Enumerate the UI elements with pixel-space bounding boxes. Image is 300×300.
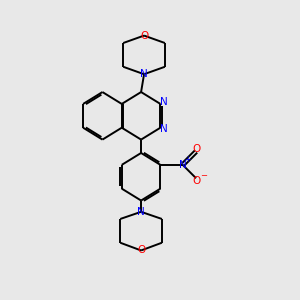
Text: N: N bbox=[140, 69, 148, 79]
Text: O: O bbox=[137, 245, 145, 256]
Text: N: N bbox=[179, 160, 187, 170]
Text: O: O bbox=[192, 144, 200, 154]
Text: +: + bbox=[184, 155, 191, 164]
Text: O: O bbox=[140, 31, 148, 40]
Text: N: N bbox=[160, 124, 168, 134]
Text: N: N bbox=[137, 207, 145, 217]
Text: N: N bbox=[160, 98, 168, 107]
Text: −: − bbox=[200, 171, 207, 180]
Text: O: O bbox=[192, 176, 200, 186]
